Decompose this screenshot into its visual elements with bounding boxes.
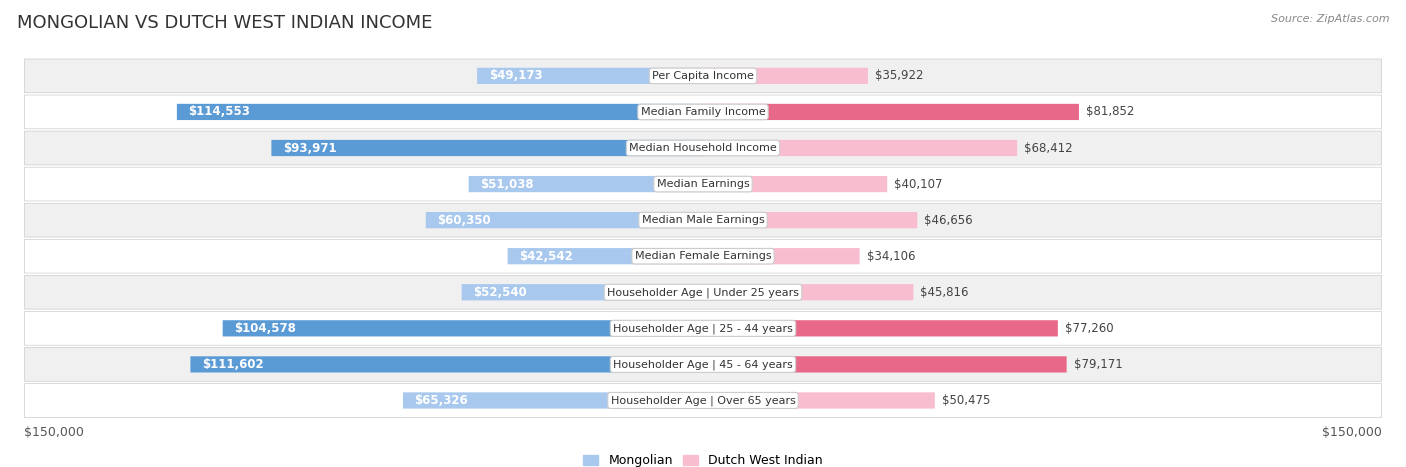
Text: $45,816: $45,816 <box>921 286 969 299</box>
Text: Median Family Income: Median Family Income <box>641 107 765 117</box>
Text: $49,173: $49,173 <box>489 70 543 82</box>
Text: $150,000: $150,000 <box>24 426 84 439</box>
FancyBboxPatch shape <box>426 212 703 228</box>
Text: $65,326: $65,326 <box>415 394 468 407</box>
FancyBboxPatch shape <box>24 276 1382 309</box>
Text: Median Male Earnings: Median Male Earnings <box>641 215 765 225</box>
FancyBboxPatch shape <box>404 392 703 409</box>
Text: $114,553: $114,553 <box>188 106 250 119</box>
FancyBboxPatch shape <box>24 347 1382 381</box>
FancyBboxPatch shape <box>477 68 703 84</box>
Text: $40,107: $40,107 <box>894 177 942 191</box>
FancyBboxPatch shape <box>703 284 914 300</box>
Text: $46,656: $46,656 <box>924 213 973 226</box>
Text: $52,540: $52,540 <box>474 286 527 299</box>
Text: $104,578: $104,578 <box>235 322 297 335</box>
FancyBboxPatch shape <box>703 176 887 192</box>
Text: $79,171: $79,171 <box>1074 358 1122 371</box>
Text: Householder Age | Over 65 years: Householder Age | Over 65 years <box>610 395 796 406</box>
FancyBboxPatch shape <box>24 59 1382 93</box>
FancyBboxPatch shape <box>271 140 703 156</box>
FancyBboxPatch shape <box>24 203 1382 237</box>
Text: Householder Age | 25 - 44 years: Householder Age | 25 - 44 years <box>613 323 793 333</box>
FancyBboxPatch shape <box>24 167 1382 201</box>
Text: $93,971: $93,971 <box>283 142 336 155</box>
FancyBboxPatch shape <box>24 383 1382 417</box>
Text: $60,350: $60,350 <box>437 213 491 226</box>
FancyBboxPatch shape <box>703 68 868 84</box>
FancyBboxPatch shape <box>190 356 703 373</box>
Text: Householder Age | Under 25 years: Householder Age | Under 25 years <box>607 287 799 297</box>
FancyBboxPatch shape <box>703 356 1067 373</box>
Text: $34,106: $34,106 <box>866 250 915 263</box>
Text: Median Household Income: Median Household Income <box>628 143 778 153</box>
Text: Median Earnings: Median Earnings <box>657 179 749 189</box>
FancyBboxPatch shape <box>461 284 703 300</box>
Text: Householder Age | 45 - 64 years: Householder Age | 45 - 64 years <box>613 359 793 370</box>
FancyBboxPatch shape <box>24 311 1382 345</box>
FancyBboxPatch shape <box>222 320 703 336</box>
FancyBboxPatch shape <box>508 248 703 264</box>
FancyBboxPatch shape <box>177 104 703 120</box>
FancyBboxPatch shape <box>468 176 703 192</box>
Text: MONGOLIAN VS DUTCH WEST INDIAN INCOME: MONGOLIAN VS DUTCH WEST INDIAN INCOME <box>17 14 432 32</box>
Text: Median Female Earnings: Median Female Earnings <box>634 251 772 261</box>
FancyBboxPatch shape <box>703 212 917 228</box>
Text: $35,922: $35,922 <box>875 70 924 82</box>
Text: $150,000: $150,000 <box>1322 426 1382 439</box>
Text: $77,260: $77,260 <box>1064 322 1114 335</box>
Text: $50,475: $50,475 <box>942 394 990 407</box>
FancyBboxPatch shape <box>24 95 1382 129</box>
Text: Source: ZipAtlas.com: Source: ZipAtlas.com <box>1271 14 1389 24</box>
Text: $51,038: $51,038 <box>479 177 534 191</box>
Text: $111,602: $111,602 <box>202 358 263 371</box>
FancyBboxPatch shape <box>24 131 1382 165</box>
Text: $68,412: $68,412 <box>1024 142 1073 155</box>
Text: $42,542: $42,542 <box>519 250 572 263</box>
FancyBboxPatch shape <box>703 104 1078 120</box>
Text: $81,852: $81,852 <box>1085 106 1135 119</box>
FancyBboxPatch shape <box>703 140 1017 156</box>
FancyBboxPatch shape <box>703 248 859 264</box>
FancyBboxPatch shape <box>24 239 1382 273</box>
FancyBboxPatch shape <box>703 392 935 409</box>
Legend: Mongolian, Dutch West Indian: Mongolian, Dutch West Indian <box>578 449 828 467</box>
Text: Per Capita Income: Per Capita Income <box>652 71 754 81</box>
FancyBboxPatch shape <box>703 320 1057 336</box>
